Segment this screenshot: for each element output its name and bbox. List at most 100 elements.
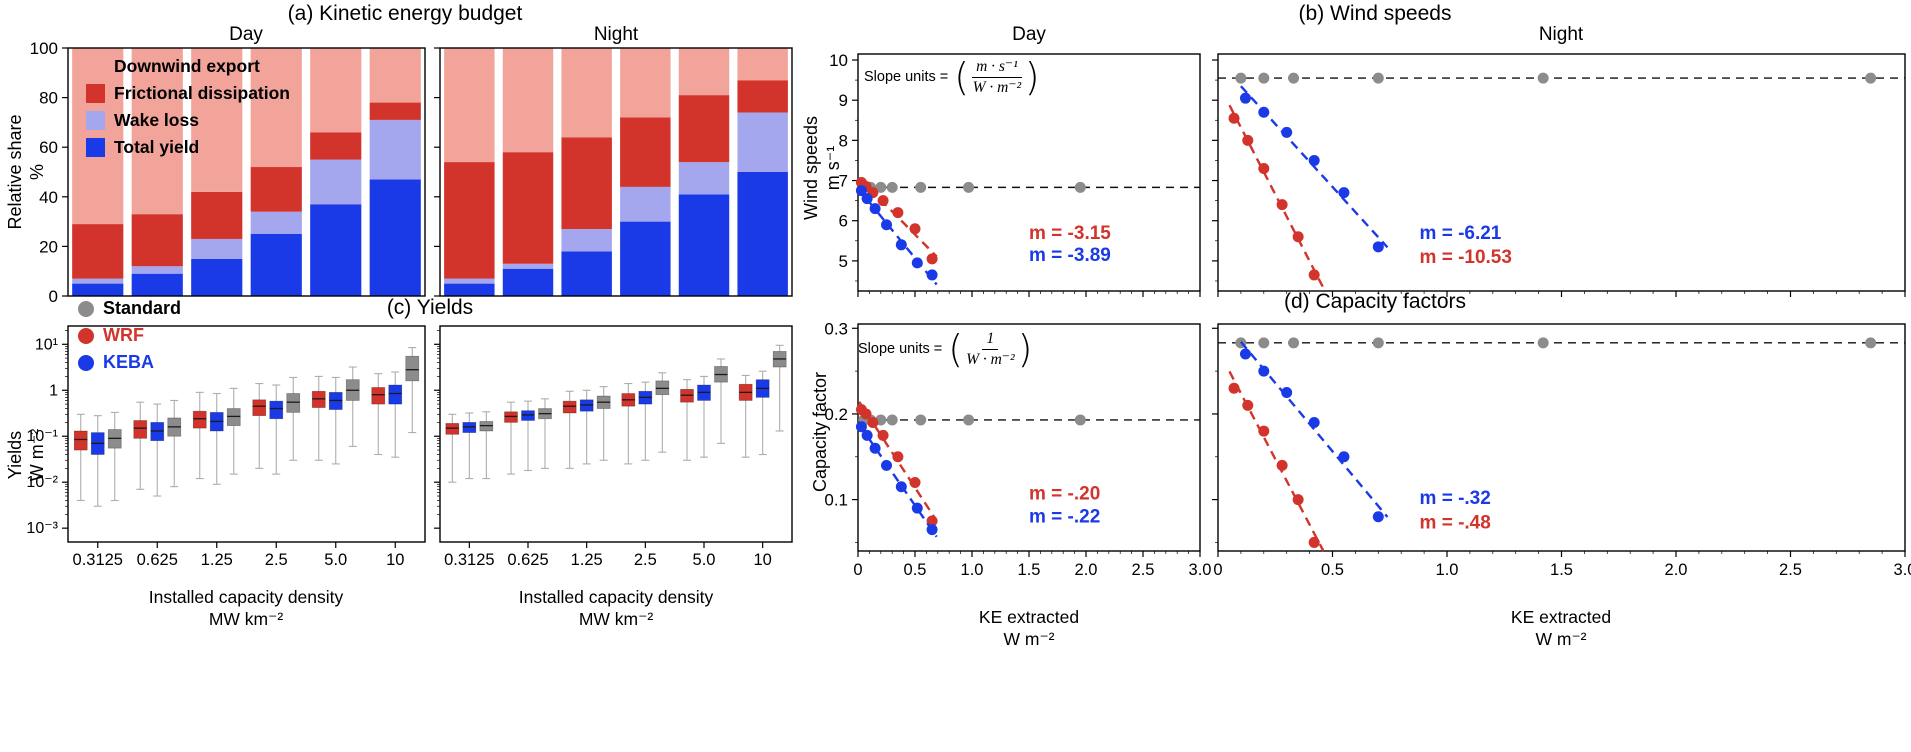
panel-d-day-x-axis-label-line2: W m⁻² bbox=[1003, 629, 1055, 649]
x-tick-label: 0 bbox=[853, 561, 862, 579]
slope-units-denominator: W · m⁻² bbox=[966, 350, 1015, 368]
wrf-point bbox=[1242, 399, 1254, 411]
panel-a-day-label: Day bbox=[229, 24, 263, 45]
box-wrf bbox=[504, 411, 518, 423]
panel-c-night-x-axis-label-line2: MW km⁻² bbox=[578, 609, 654, 629]
wrf-point bbox=[1258, 425, 1270, 437]
wrf-point bbox=[1228, 112, 1240, 124]
keba-point bbox=[1372, 241, 1384, 253]
frictional-dissipation-label: Frictional dissipation bbox=[114, 83, 290, 103]
wrf-point bbox=[926, 253, 938, 265]
wrf-trend-line bbox=[1228, 104, 1325, 289]
y-tick-label: 0.3 bbox=[824, 319, 848, 338]
axes-frame bbox=[67, 325, 426, 543]
keba-label: KEBA bbox=[103, 352, 155, 372]
wrf-point bbox=[877, 429, 889, 441]
x-tick-label: 0.3125 bbox=[444, 551, 494, 569]
keba-point bbox=[1258, 106, 1270, 118]
bar-segment-yield bbox=[678, 194, 730, 296]
slope-units-numerator: m · s⁻¹ bbox=[972, 58, 1022, 78]
x-tick-label: 0.5 bbox=[1321, 561, 1344, 579]
y-tick-label: 10¹ bbox=[35, 336, 58, 353]
wrf-point bbox=[892, 451, 904, 463]
keba-point bbox=[911, 257, 923, 269]
box-std bbox=[286, 393, 301, 413]
bar-segment-export bbox=[502, 48, 554, 153]
standard-point bbox=[963, 414, 975, 426]
y-tick-label: 7 bbox=[839, 172, 848, 191]
keba-point bbox=[869, 203, 881, 215]
wrf-point bbox=[909, 476, 921, 488]
panel-c-day-x-axis-label-line1: Installed capacity density bbox=[148, 587, 344, 607]
bar-segment-friction bbox=[561, 137, 612, 230]
open-paren: ( bbox=[948, 327, 964, 372]
wrf-slope-label: m = -3.15 bbox=[1029, 223, 1111, 244]
bar-segment-wake bbox=[310, 159, 362, 205]
standard-point bbox=[1235, 72, 1247, 84]
total-yield-label: Total yield bbox=[114, 137, 200, 157]
close-paren: ) bbox=[1024, 55, 1040, 100]
x-tick-label: 10 bbox=[386, 551, 404, 569]
panel-b-day-label: Day bbox=[1012, 24, 1046, 45]
wrf-point bbox=[877, 195, 889, 207]
slope-units-denominator: W · m⁻² bbox=[972, 78, 1022, 96]
panel-d-night-x-axis-label-line1: KE extracted bbox=[1510, 607, 1612, 627]
bar-segment-wake bbox=[561, 229, 612, 252]
standard-point bbox=[963, 181, 975, 193]
wake-loss-swatch bbox=[86, 111, 105, 130]
keba-point bbox=[855, 185, 867, 197]
panel-d-day-subplot: 0 0.5 1.0 1.5 2.0 2.5 3.0 0.1 0.2 0.3 m = -.20m = … bbox=[824, 319, 1211, 579]
kinetic-energy-budget-chart: 0 20 40 60 80 100 bbox=[30, 39, 793, 306]
bar-segment-export bbox=[678, 48, 730, 96]
bar-segment-friction bbox=[369, 102, 421, 120]
wrf-point bbox=[860, 408, 872, 420]
y-tick-label: 10⁻¹ bbox=[26, 428, 58, 445]
keba-point bbox=[1338, 187, 1350, 199]
bar-segment-friction bbox=[737, 80, 788, 113]
y-tick-label: 60 bbox=[39, 138, 58, 157]
panel-b-night-label: Night bbox=[1538, 24, 1584, 45]
keba-point bbox=[855, 421, 867, 433]
keba-point bbox=[1258, 365, 1270, 377]
box-keba bbox=[388, 384, 403, 405]
standard-point bbox=[1865, 337, 1877, 349]
bar-segment-export bbox=[369, 48, 421, 103]
bar-segment-wake bbox=[502, 263, 554, 269]
y-tick-label: 80 bbox=[39, 89, 58, 108]
x-tick-label: 1.5 bbox=[1550, 561, 1573, 579]
y-tick-label: 40 bbox=[39, 188, 58, 207]
panel-a-legend: Downwind export Frictional dissipation W… bbox=[86, 56, 290, 164]
standard-point bbox=[1865, 72, 1877, 84]
open-paren: ( bbox=[954, 55, 970, 100]
y-tick-label: 8 bbox=[839, 131, 848, 150]
y-tick-label: 10⁻² bbox=[26, 474, 58, 491]
bar-segment-yield bbox=[191, 258, 243, 296]
bar-segment-wake bbox=[369, 119, 421, 180]
keba-point bbox=[881, 219, 892, 231]
wake-loss-label: Wake loss bbox=[114, 110, 199, 130]
bar-segment-wake bbox=[620, 186, 671, 222]
panel-c-day-x-axis-label-line2: MW km⁻² bbox=[208, 609, 284, 629]
downwind-export-swatch bbox=[86, 57, 105, 76]
y-tick-label: 9 bbox=[839, 91, 848, 110]
x-tick-label: 1.5 bbox=[1018, 561, 1041, 579]
legend-item-frictional-dissipation: Frictional dissipation bbox=[86, 83, 290, 104]
keba-point bbox=[1239, 348, 1251, 360]
keba-point bbox=[895, 239, 907, 251]
axes-frame bbox=[1217, 53, 1906, 292]
panel-d-slope-units: Slope units = ( 1 W · m⁻² ) bbox=[858, 330, 1032, 369]
bar-segment-export bbox=[444, 48, 495, 163]
keba-point bbox=[869, 442, 881, 454]
wrf-point bbox=[1276, 199, 1288, 211]
x-tick-label: 2.5 bbox=[634, 551, 657, 569]
panel-a-night-label: Night bbox=[593, 24, 639, 45]
standard-point bbox=[886, 414, 898, 426]
panel-c-night-x-axis-label-line1: Installed capacity density bbox=[518, 587, 714, 607]
panel-c-day-subplot: 10⁻³ 10⁻² 10⁻¹ 1 10¹ 0.3125 0.625 1.25 2.5 5.0 10 bbox=[26, 325, 426, 569]
keba-slope-label: m = -.32 bbox=[1420, 488, 1491, 509]
bar-segment-export bbox=[131, 48, 183, 215]
bar-segment-friction bbox=[620, 117, 671, 187]
standard-point bbox=[1288, 72, 1300, 84]
x-tick-label: 0.5 bbox=[904, 561, 927, 579]
wrf-point bbox=[892, 207, 904, 219]
